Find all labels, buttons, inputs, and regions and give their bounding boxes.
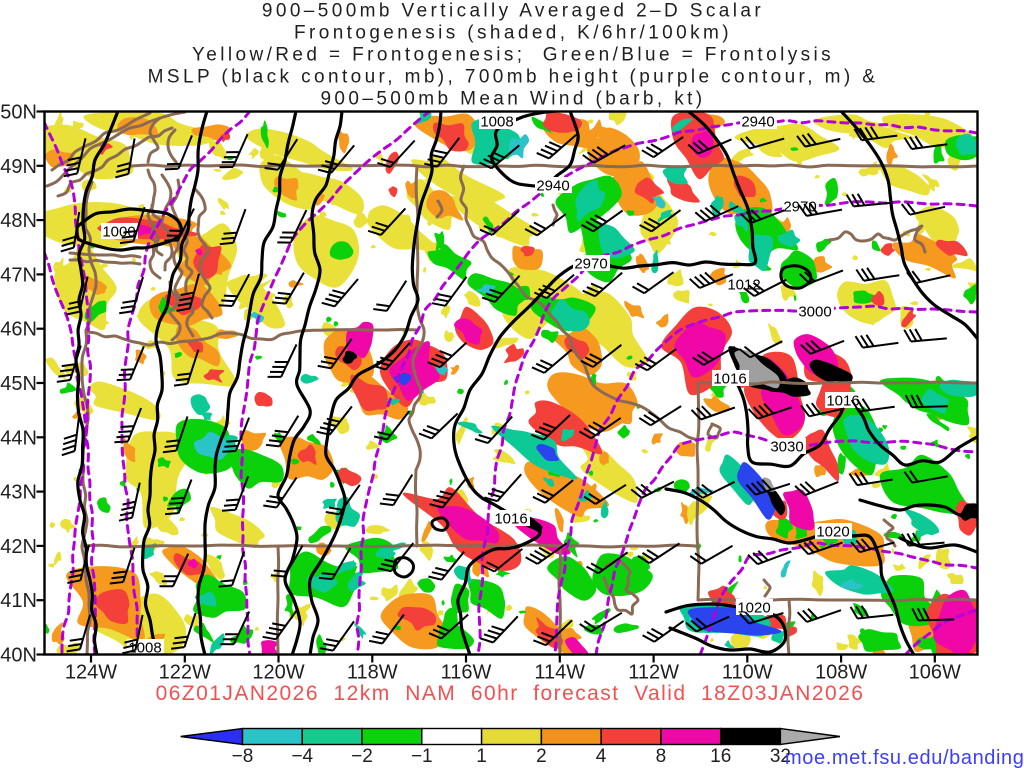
svg-text:32: 32 (770, 746, 791, 767)
svg-text:110W: 110W (722, 662, 773, 684)
svg-text:MSLP (black contour, mb), 700m: MSLP (black contour, mb), 700mb height (… (148, 67, 879, 88)
svg-text:106W: 106W (909, 662, 961, 684)
svg-text:48N: 48N (0, 210, 37, 232)
svg-text:108W: 108W (815, 662, 867, 684)
svg-text:122W: 122W (159, 662, 211, 684)
svg-text:44N: 44N (0, 427, 37, 449)
svg-text:1016: 1016 (494, 511, 527, 528)
svg-text:2940: 2940 (741, 114, 774, 131)
svg-text:Yellow/Red = Frontogenesis; G: Yellow/Red = Frontogenesis; Green/Blue =… (192, 45, 834, 66)
svg-text:−4: −4 (291, 746, 313, 767)
svg-text:−2: −2 (351, 746, 373, 767)
svg-text:moe.met.fsu.edu/banding: moe.met.fsu.edu/banding (785, 747, 1024, 768)
svg-text:43N: 43N (0, 482, 37, 504)
svg-text:900–500mb Vertically Averaged: 900–500mb Vertically Averaged 2–D Scalar (262, 1, 764, 22)
svg-text:4: 4 (596, 746, 607, 767)
svg-text:1016: 1016 (826, 393, 859, 410)
svg-text:1020: 1020 (816, 524, 849, 541)
svg-text:46N: 46N (0, 319, 37, 341)
svg-text:Frontogenesis (shaded, K/6hr/1: Frontogenesis (shaded, K/6hr/100km) (294, 23, 732, 44)
svg-text:114W: 114W (534, 662, 585, 684)
svg-text:3000: 3000 (798, 304, 831, 321)
svg-text:49N: 49N (0, 156, 37, 178)
svg-text:1016: 1016 (713, 371, 746, 388)
svg-text:47N: 47N (0, 264, 37, 286)
svg-text:112W: 112W (628, 662, 679, 684)
svg-text:−8: −8 (232, 746, 254, 767)
svg-text:06Z01JAN2026 12km NAM 60hr: 06Z01JAN2026 12km NAM 60hr forecast Vali… (156, 682, 865, 705)
svg-text:42N: 42N (0, 536, 37, 558)
svg-text:900–500mb Mean Wind (barb, kt): 900–500mb Mean Wind (barb, kt) (320, 89, 705, 110)
svg-text:120W: 120W (252, 662, 304, 684)
svg-text:16: 16 (710, 746, 731, 767)
svg-text:3030: 3030 (770, 439, 803, 456)
svg-text:−1: −1 (411, 746, 433, 767)
svg-text:2: 2 (536, 746, 547, 767)
svg-text:1: 1 (476, 746, 487, 767)
svg-text:50N: 50N (0, 102, 37, 124)
svg-text:45N: 45N (0, 373, 37, 395)
svg-text:2970: 2970 (574, 256, 607, 273)
svg-text:118W: 118W (347, 662, 398, 684)
svg-text:116W: 116W (441, 662, 492, 684)
svg-text:1020: 1020 (737, 600, 770, 617)
svg-text:8: 8 (656, 746, 667, 767)
svg-text:40N: 40N (0, 645, 37, 667)
svg-text:2940: 2940 (536, 178, 569, 195)
svg-text:41N: 41N (0, 590, 37, 612)
svg-text:1008: 1008 (480, 114, 513, 131)
svg-text:124W: 124W (65, 662, 117, 684)
